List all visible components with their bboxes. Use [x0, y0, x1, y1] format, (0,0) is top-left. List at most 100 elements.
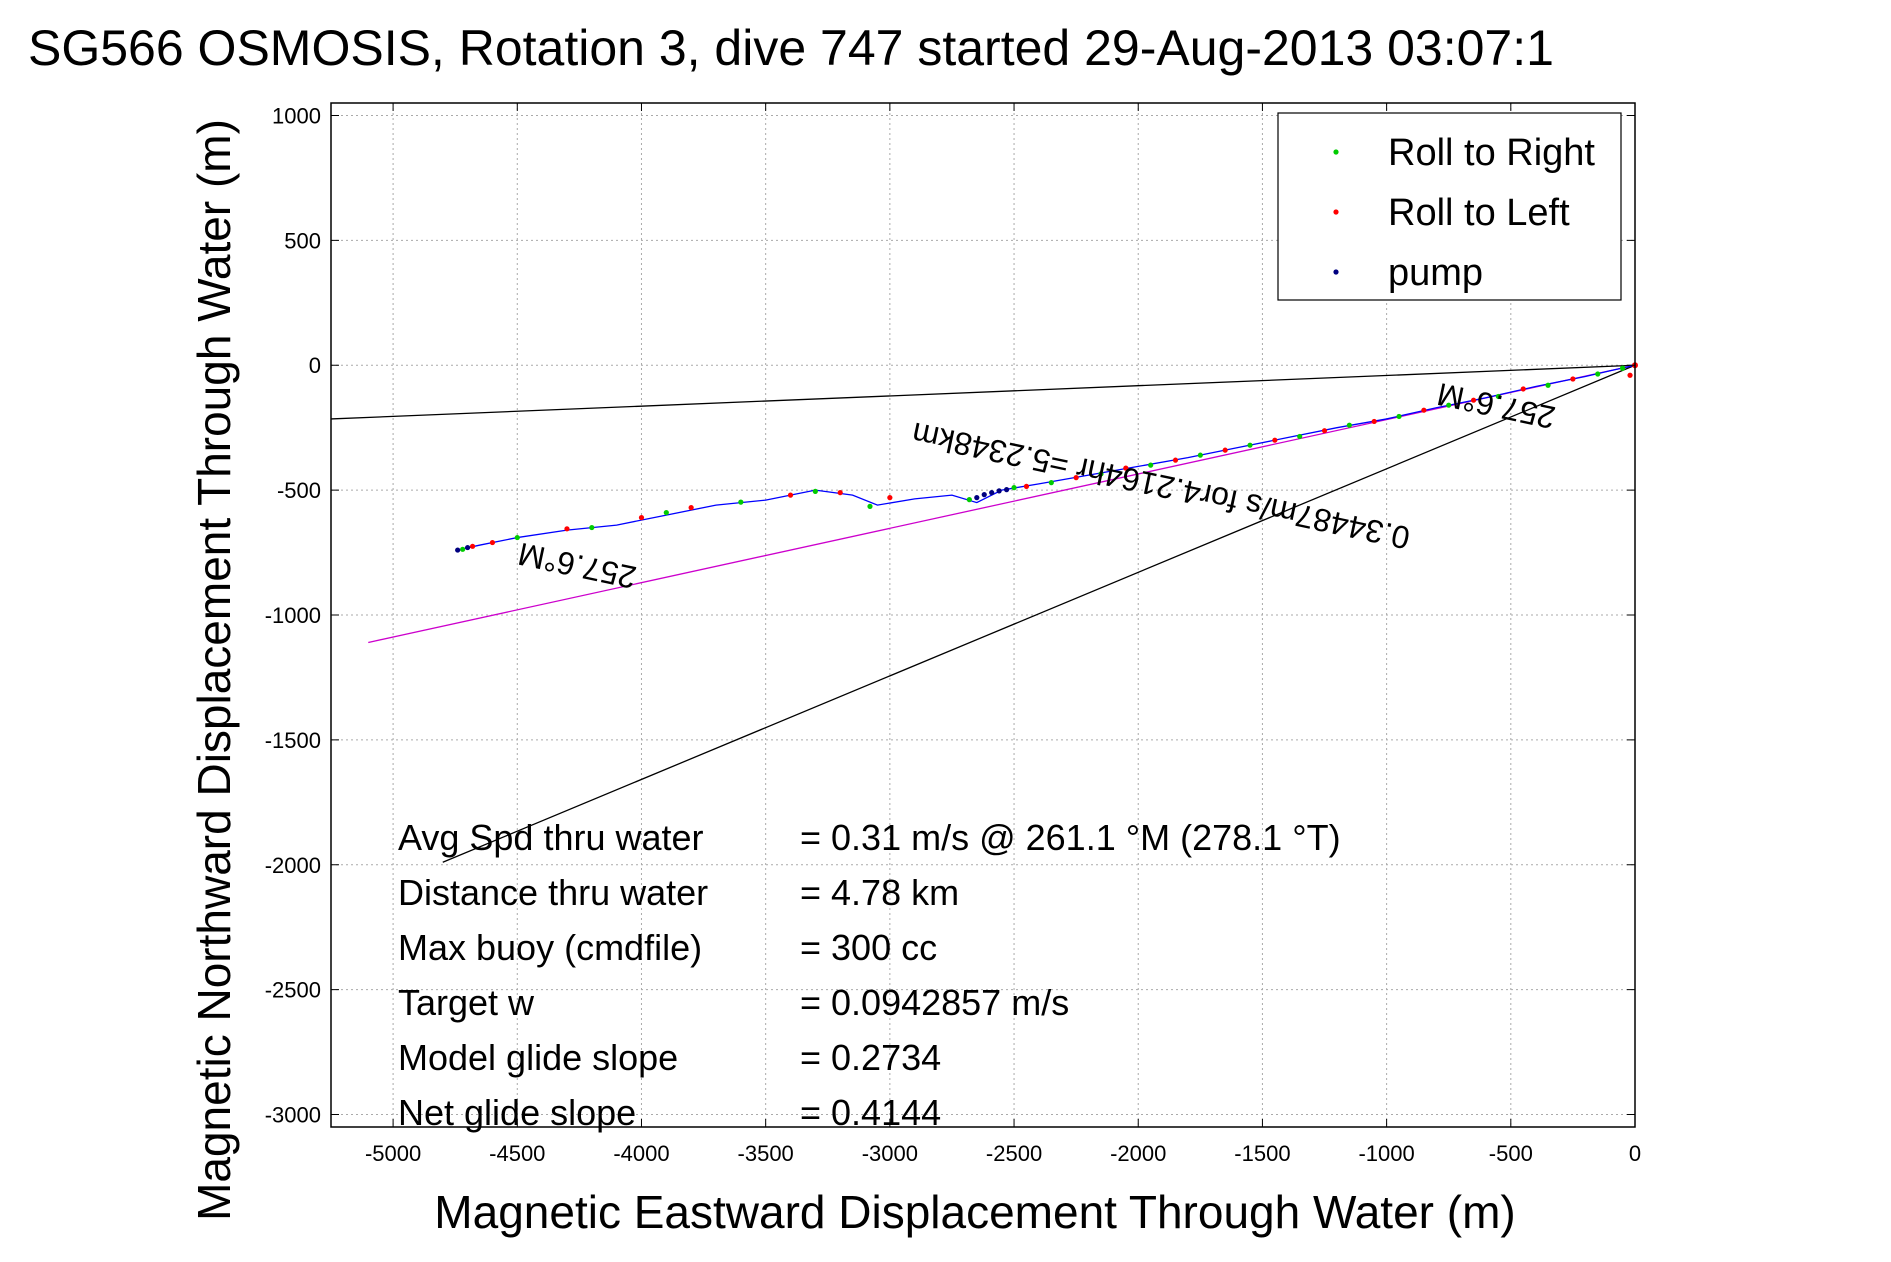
legend-label: Roll to Left — [1388, 192, 1570, 234]
legend-marker — [1333, 269, 1339, 275]
x-tick-label: 0 — [1629, 1141, 1641, 1166]
stat-label: Avg Spd thru water — [398, 817, 704, 858]
roll-right-marker — [1297, 433, 1303, 440]
roll-right-marker — [1495, 393, 1501, 400]
stats-block: Avg Spd thru water = 0.31 m/s @ 261.1 °M … — [398, 817, 1341, 1133]
legend-marker — [1333, 149, 1339, 155]
roll-right-marker — [1148, 462, 1154, 468]
roll-left-marker — [1520, 386, 1526, 392]
roll-right-marker — [966, 497, 972, 503]
pump-marker — [981, 492, 987, 498]
roll-right-marker — [663, 509, 669, 516]
roll-left-marker — [1172, 457, 1179, 463]
y-tick-label: -2000 — [265, 853, 321, 878]
plot-area — [330, 362, 1638, 863]
roll-right-marker — [812, 488, 818, 494]
roll-right-marker — [1346, 422, 1352, 428]
pump-marker — [974, 495, 980, 501]
bounding-line-lower — [442, 364, 1636, 863]
roll-right-marker — [1595, 371, 1601, 377]
legend-label: pump — [1388, 252, 1483, 294]
y-tick-label: -1500 — [265, 728, 321, 753]
x-tick-label: -3500 — [738, 1141, 794, 1166]
y-tick-label: 1000 — [272, 103, 321, 128]
roll-left-marker — [1371, 418, 1377, 425]
x-tick-label: -4500 — [489, 1141, 545, 1166]
x-tick-label: -1000 — [1358, 1141, 1414, 1166]
x-tick-label: -2000 — [1110, 1141, 1166, 1166]
stat-value: = 4.78 km — [800, 872, 959, 913]
legend-label: Roll to Right — [1388, 132, 1595, 174]
stat-label: Max buoy (cmdfile) — [398, 927, 702, 968]
roll-right-marker — [514, 534, 520, 541]
stat-value: = 300 cc — [800, 927, 937, 968]
roll-left-marker — [1321, 428, 1328, 434]
x-tick-label: -500 — [1489, 1141, 1533, 1166]
legend-marker — [1333, 209, 1339, 215]
y-tick-label: -1000 — [265, 603, 321, 628]
stat-label: Model glide slope — [398, 1037, 678, 1078]
roll-right-marker — [1545, 382, 1551, 388]
annotations: 257.6°M 0.34487m/s for4.2164hr =5.2348km 2… — [515, 376, 1558, 596]
x-tick-label: -2500 — [986, 1141, 1042, 1166]
stat-label: Distance thru water — [398, 872, 708, 913]
roll-right-marker — [1396, 413, 1402, 420]
roll-left-marker — [1272, 437, 1278, 443]
pump-marker — [1003, 487, 1010, 493]
x-tick-label: -4000 — [613, 1141, 669, 1166]
roll-left-marker — [837, 490, 843, 496]
roll-left-marker — [1222, 447, 1228, 453]
stat-label: Target w — [398, 982, 535, 1023]
roll-right-marker — [738, 499, 744, 505]
pump-marker — [989, 490, 995, 496]
roll-right-marker — [1098, 471, 1104, 477]
roll-right-marker — [460, 546, 466, 552]
y-axis-label: Magnetic Northward Displacement Through … — [188, 119, 240, 1221]
roll-right-marker — [1446, 402, 1452, 408]
pump-marker — [455, 547, 461, 553]
track-annotation: 257.6°M — [515, 536, 639, 596]
roll-left-marker — [1470, 397, 1477, 403]
x-tick-label: -5000 — [365, 1141, 421, 1166]
roll-right-marker — [867, 503, 873, 509]
roll-right-marker — [1247, 442, 1253, 448]
y-tick-label: -3000 — [265, 1103, 321, 1128]
roll-left-marker — [1123, 465, 1129, 471]
x-tick-label: -1500 — [1234, 1141, 1290, 1166]
roll-left-marker — [564, 526, 570, 532]
roll-left-marker — [787, 492, 794, 498]
roll-left-marker — [1023, 483, 1030, 489]
roll-left-marker — [469, 543, 476, 549]
y-tick-label: -2500 — [265, 978, 321, 1003]
roll-right-marker — [1011, 485, 1017, 491]
pump-marker — [996, 488, 1002, 494]
roll-left-marker — [489, 539, 496, 546]
stat-value: = 0.4144 — [800, 1092, 941, 1133]
roll-left-marker — [1421, 407, 1427, 413]
legend-box — [1277, 112, 1622, 301]
x-tick-label: -3000 — [862, 1141, 918, 1166]
chart-title: SG566 OSMOSIS, Rotation 3, dive 747 star… — [28, 20, 1554, 76]
roll-left-marker — [1570, 376, 1576, 382]
roll-right-marker — [589, 524, 595, 531]
roll-left-marker — [887, 495, 893, 501]
stat-value: = 0.31 m/s @ 261.1 °M (278.1 °T) — [800, 817, 1341, 858]
stat-value: = 0.2734 — [800, 1037, 941, 1078]
y-tick-label: 500 — [284, 228, 321, 253]
bounding-line-upper — [330, 364, 1636, 420]
roll-right-marker — [1197, 452, 1203, 458]
y-tick-label: 0 — [309, 353, 321, 378]
roll-left-marker — [638, 514, 645, 521]
roll-left-marker — [1627, 372, 1633, 378]
roll-left-marker — [1073, 475, 1079, 481]
stat-label: Net glide slope — [398, 1092, 636, 1133]
pump-marker — [465, 544, 471, 551]
roll-left-marker — [688, 505, 694, 511]
track-annotation: 0.34487m/s for4.2164hr =5.2348km — [909, 415, 1413, 556]
legend: Roll to Right Roll to Left pump — [1277, 112, 1622, 301]
y-tick-label: -500 — [277, 478, 321, 503]
track-annotation: 257.6°M — [1434, 376, 1558, 436]
x-axis-label: Magnetic Eastward Displacement Through W… — [434, 1186, 1515, 1238]
roll-right-marker — [1619, 365, 1626, 371]
